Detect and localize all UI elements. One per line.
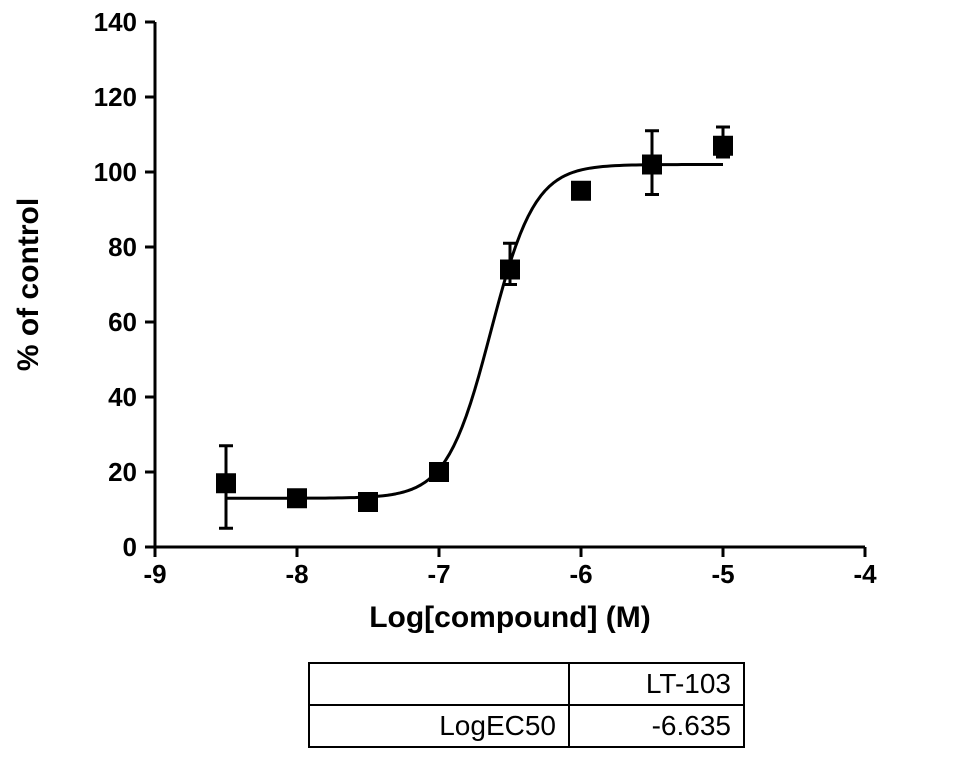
svg-text:140: 140 [94,7,137,37]
svg-text:40: 40 [108,382,137,412]
table-row: LogEC50-6.635 [309,705,744,747]
svg-text:-9: -9 [143,559,166,589]
dose-response-chart: 0 20 40 60 80 100 120 140 -9 -8 -7 -6 -5 -4 Log[compou… [0,0,956,660]
results-table: LT-103LogEC50-6.635 [308,662,745,748]
svg-text:-5: -5 [711,559,734,589]
table-cell [309,663,569,705]
table-cell: LogEC50 [309,705,569,747]
svg-text:60: 60 [108,307,137,337]
figure-container: 0 20 40 60 80 100 120 140 -9 -8 -7 -6 -5 -4 Log[compou… [0,0,956,774]
svg-text:Log[compound] (M): Log[compound] (M) [369,601,651,634]
svg-text:100: 100 [94,157,137,187]
table-cell: -6.635 [569,705,744,747]
svg-text:-8: -8 [285,559,308,589]
table-cell: LT-103 [569,663,744,705]
svg-text:0: 0 [123,532,137,562]
svg-text:20: 20 [108,457,137,487]
svg-text:120: 120 [94,82,137,112]
svg-text:% of control: % of control [12,198,45,371]
svg-text:-4: -4 [853,559,877,589]
svg-text:80: 80 [108,232,137,262]
table-row: LT-103 [309,663,744,705]
svg-text:-7: -7 [427,559,450,589]
svg-text:-6: -6 [569,559,592,589]
